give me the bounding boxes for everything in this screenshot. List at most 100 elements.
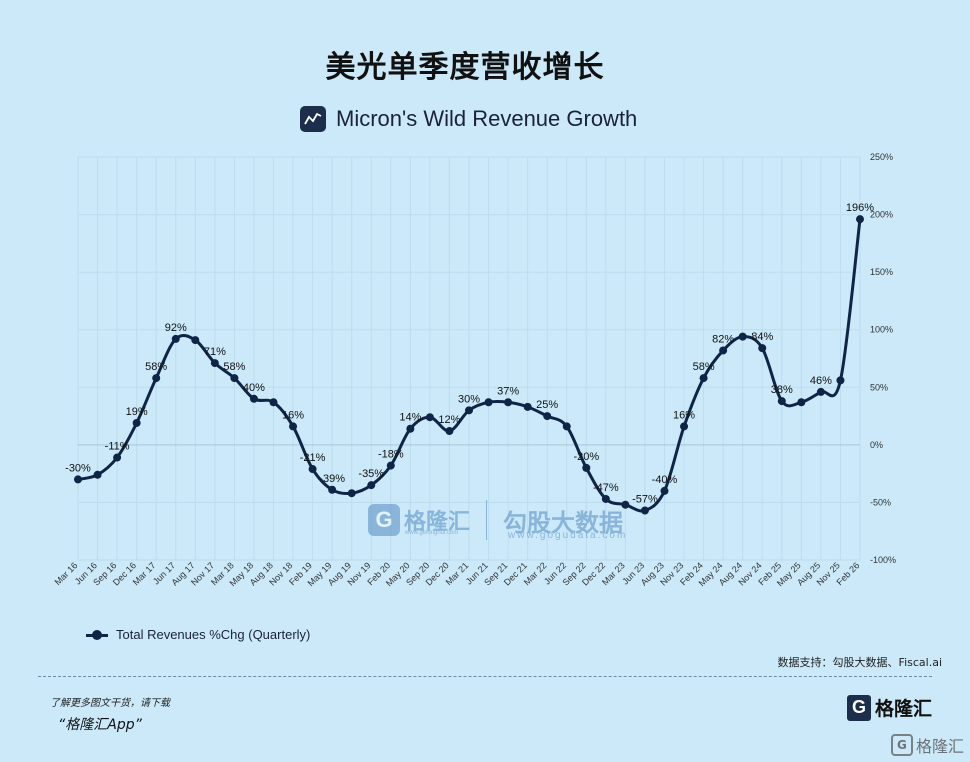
data-label: 196% [846, 202, 874, 214]
data-point [425, 413, 434, 422]
data-point [680, 422, 689, 431]
data-label: -30% [65, 462, 91, 474]
y-tick-label: 0% [870, 440, 883, 450]
data-point [621, 500, 630, 509]
data-label: -47% [593, 482, 619, 494]
data-point [504, 398, 513, 407]
data-point [758, 344, 767, 353]
y-tick-label: 150% [870, 267, 893, 277]
brand-name: 格隆汇 [874, 698, 932, 720]
chart-legend: Total Revenues %Chg (Quarterly) [86, 627, 310, 642]
data-point [816, 387, 825, 396]
data-label: 14% [399, 412, 421, 424]
y-tick-label: -100% [870, 555, 896, 565]
data-point [738, 332, 747, 341]
data-label: 92% [165, 322, 187, 334]
data-label: -11% [105, 441, 130, 453]
watermark-separator [486, 500, 488, 540]
chart-logo-icon [300, 106, 326, 132]
data-label: -57% [632, 493, 658, 505]
chart-subtitle-text: Micron's Wild Revenue Growth [336, 106, 638, 131]
data-label: -21% [300, 452, 326, 464]
data-label: 84% [751, 331, 773, 343]
data-point [230, 374, 239, 383]
data-label: 25% [536, 399, 558, 411]
chart-title-cn: 美光单季度营收增长 [325, 50, 605, 85]
data-point [562, 422, 571, 431]
data-point [836, 376, 845, 385]
y-tick-label: 50% [870, 382, 888, 392]
data-point [249, 394, 258, 403]
data-label: -35% [358, 468, 384, 480]
data-label: 19% [126, 406, 148, 418]
data-point [289, 422, 298, 431]
y-tick-label: 100% [870, 325, 893, 335]
revenue-growth-chart: 250%200%150%100%50%0%-50%-100%Mar 16Jun … [53, 152, 896, 588]
data-point [93, 470, 102, 479]
data-label: 58% [145, 361, 167, 373]
data-point [113, 453, 122, 462]
data-point [132, 418, 141, 427]
data-point [777, 397, 786, 406]
data-point [601, 494, 610, 503]
data-label: 16% [282, 409, 304, 421]
data-point [543, 412, 552, 421]
watermark-url-2: www.gogudata.com [508, 530, 628, 541]
data-point [152, 374, 161, 383]
data-point [660, 486, 669, 495]
data-label: 58% [223, 361, 245, 373]
data-point [699, 374, 708, 383]
data-label: -40% [652, 474, 678, 486]
data-point [269, 398, 278, 407]
footer-download-hint: 了解更多图文干货，请下载 [50, 698, 170, 709]
data-point [640, 506, 649, 515]
chart-subtitle: Micron's Wild Revenue Growth [300, 104, 637, 134]
watermark: G 格隆汇 www.gelonghui.com 勾股大数据 www.goguda… [368, 500, 625, 541]
watermark-url-1: www.gelonghui.com [405, 530, 459, 536]
data-label: -39% [319, 473, 345, 485]
data-label: 12% [438, 414, 460, 426]
data-point [484, 398, 493, 407]
corner-logo-name: 格隆汇 [915, 737, 964, 756]
legend-line-marker-icon [86, 629, 108, 641]
brand-g-icon: G [846, 694, 871, 721]
data-label: 37% [497, 385, 519, 397]
data-point [367, 481, 376, 490]
data-label: 82% [712, 333, 734, 345]
y-tick-label: 250% [870, 152, 893, 162]
brand-logo: G 格隆汇 [846, 694, 932, 721]
y-tick-label: 200% [870, 210, 893, 220]
data-point [856, 215, 864, 224]
data-source: 数据支持：勾股大数据、Fiscal.ai [777, 656, 942, 669]
data-point [74, 475, 82, 484]
legend-label: Total Revenues %Chg (Quarterly) [116, 627, 311, 642]
data-label: -18% [378, 449, 404, 461]
data-point [386, 461, 395, 470]
data-label: 38% [771, 384, 793, 396]
data-label: 16% [673, 409, 695, 421]
data-label: 30% [458, 393, 480, 405]
data-point [445, 427, 454, 436]
footer-app-name: “格隆汇App” [58, 717, 142, 733]
data-point [191, 336, 200, 345]
series-line-total-revenues [77, 218, 862, 513]
data-point [719, 346, 728, 355]
corner-g-icon: G [890, 734, 913, 756]
data-label: -20% [573, 451, 599, 463]
divider [38, 676, 932, 677]
data-point [308, 465, 317, 474]
data-point [406, 424, 415, 433]
data-point [582, 463, 591, 472]
data-label: 58% [693, 361, 715, 373]
y-tick-label: -50% [870, 497, 891, 507]
data-point [797, 398, 806, 407]
data-point [328, 485, 337, 494]
data-point [210, 359, 219, 368]
data-point [171, 334, 180, 343]
data-label: 71% [204, 346, 226, 358]
watermark-logo-icon: G [368, 504, 400, 536]
corner-logo: G 格隆汇 [890, 733, 964, 757]
data-label: 46% [810, 375, 832, 387]
data-label: 40% [243, 382, 265, 394]
watermark-name-2: 勾股大数据 [503, 508, 624, 537]
